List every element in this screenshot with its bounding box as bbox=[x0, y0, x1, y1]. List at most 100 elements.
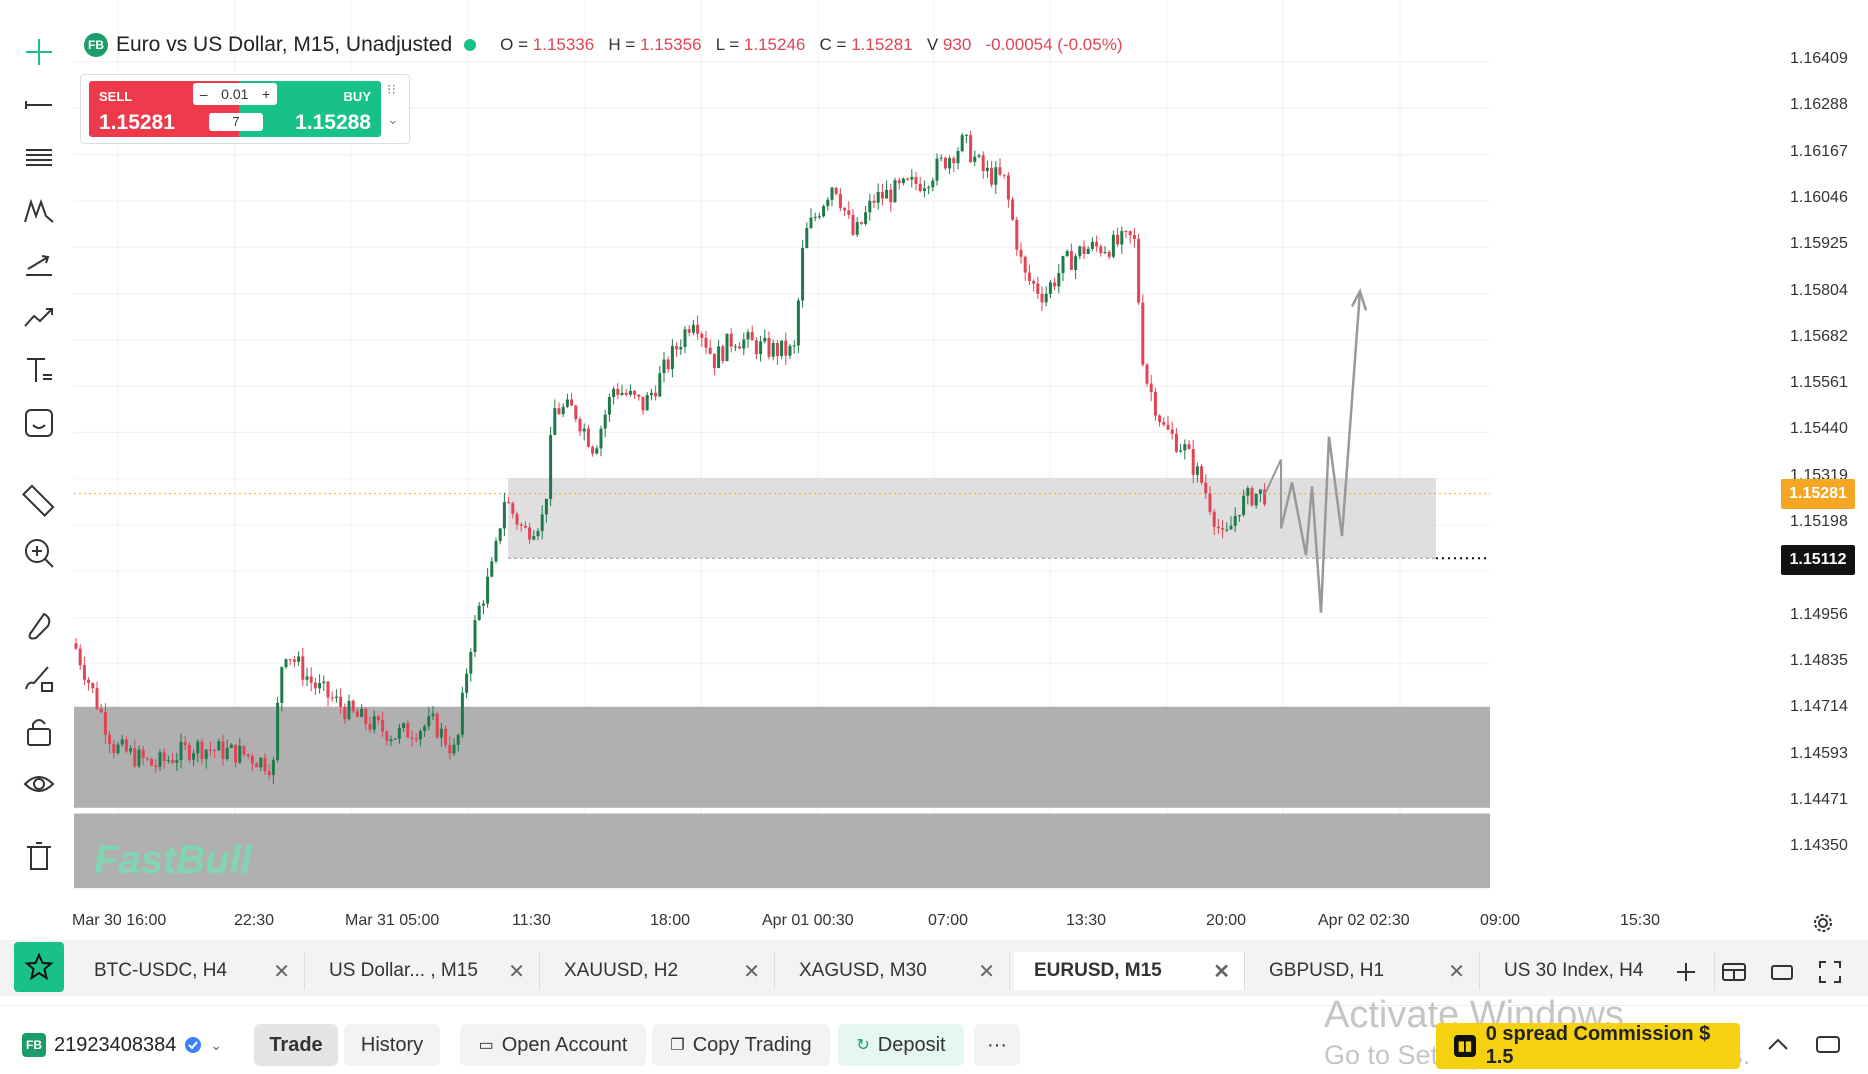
eye-icon[interactable] bbox=[16, 764, 62, 804]
more-button[interactable]: ··· bbox=[974, 1024, 1020, 1066]
candle-body bbox=[838, 193, 842, 208]
candle-body bbox=[494, 540, 498, 562]
price-axis-label: 1.14835 bbox=[1790, 651, 1848, 669]
symbol-tab[interactable]: US Dollar... , M15 ✕ bbox=[309, 952, 540, 990]
ruler-icon[interactable] bbox=[16, 480, 62, 520]
close-icon[interactable]: ✕ bbox=[273, 960, 290, 983]
candle-body bbox=[985, 167, 989, 172]
lot-decrease-button[interactable]: – bbox=[199, 86, 208, 102]
symbol-tab[interactable]: XAGUSD, M30 ✕ bbox=[779, 952, 1010, 990]
fib-lines-icon[interactable] bbox=[16, 138, 62, 178]
candle-body bbox=[1246, 488, 1250, 496]
supply-demand-zone bbox=[508, 477, 1436, 559]
tab-label: US 30 Index, H4 bbox=[1504, 960, 1644, 981]
chevron-up-icon[interactable] bbox=[1764, 1030, 1792, 1058]
open-account-label: Open Account bbox=[501, 1033, 628, 1056]
candle-body bbox=[1002, 174, 1006, 176]
chart-area[interactable] bbox=[74, 0, 1774, 935]
candle-body bbox=[1120, 231, 1124, 245]
candle-body bbox=[641, 396, 645, 411]
history-tab[interactable]: History bbox=[344, 1024, 440, 1066]
unlock-icon[interactable] bbox=[16, 711, 62, 751]
candle-body bbox=[893, 180, 897, 203]
window-mode-icon[interactable] bbox=[1768, 958, 1796, 986]
candle-body bbox=[700, 333, 704, 338]
candle-body bbox=[418, 731, 422, 740]
candle-body bbox=[960, 135, 964, 152]
candle-body bbox=[305, 676, 309, 680]
candle-body bbox=[208, 749, 212, 751]
symbol-tab[interactable]: US 30 Index, H4 bbox=[1484, 952, 1715, 990]
candle-body bbox=[885, 189, 889, 199]
text-tool-icon[interactable] bbox=[16, 350, 62, 390]
ohlc-readout: O = 1.15336 H = 1.15356 L = 1.15246 C = … bbox=[500, 35, 1123, 54]
deposit-button[interactable]: ↻ Deposit bbox=[838, 1024, 964, 1066]
add-tab-plus-icon[interactable] bbox=[1672, 958, 1700, 986]
projection-icon[interactable] bbox=[16, 244, 62, 284]
close-icon[interactable]: ✕ bbox=[1448, 960, 1465, 983]
candle-body bbox=[817, 216, 821, 218]
candle-body bbox=[1158, 415, 1162, 423]
favorites-star-button[interactable] bbox=[14, 942, 64, 992]
trade-tab[interactable]: Trade bbox=[254, 1024, 338, 1066]
candle-body bbox=[637, 394, 641, 397]
panel-toggle-icon[interactable] bbox=[1814, 1030, 1842, 1058]
layout-split-icon[interactable] bbox=[1720, 958, 1748, 986]
promo-banner[interactable]: ▮▮ 0 spread Commission $ 1.5 bbox=[1436, 1023, 1740, 1069]
candle-body bbox=[927, 187, 931, 189]
price-chart[interactable] bbox=[74, 0, 1774, 935]
close-icon[interactable]: ✕ bbox=[743, 960, 760, 983]
drag-handle-icon[interactable]: ⁝⁝ bbox=[387, 81, 396, 97]
symbol-tab[interactable]: GBPUSD, H1 ✕ bbox=[1249, 952, 1480, 990]
candle-body bbox=[1053, 282, 1057, 287]
candle-body bbox=[1254, 493, 1258, 506]
copy-trading-button[interactable]: ❐ Copy Trading bbox=[652, 1024, 830, 1066]
candle-body bbox=[528, 527, 532, 540]
chevron-down-icon[interactable]: ⌄ bbox=[387, 111, 399, 127]
account-selector[interactable]: FB 21923408384 ⌄ bbox=[22, 1024, 222, 1066]
trend-icon[interactable] bbox=[16, 297, 62, 337]
candle-body bbox=[582, 428, 586, 432]
live-status-icon bbox=[464, 39, 477, 51]
open-account-button[interactable]: ▭ Open Account bbox=[460, 1024, 646, 1066]
star-icon bbox=[24, 952, 54, 981]
candle-body bbox=[536, 531, 540, 537]
candle-body bbox=[1174, 433, 1178, 452]
candle-body bbox=[376, 716, 380, 721]
candle-body bbox=[284, 659, 288, 668]
fullscreen-icon[interactable] bbox=[1816, 958, 1844, 986]
pattern-icon[interactable] bbox=[16, 191, 62, 231]
chart-settings-gear-icon[interactable] bbox=[1812, 912, 1834, 939]
trash-icon[interactable] bbox=[16, 836, 62, 876]
candle-body bbox=[250, 756, 254, 764]
horizontal-line-icon[interactable] bbox=[16, 85, 62, 125]
symbol-tab[interactable]: EURUSD, M15 ✕ bbox=[1014, 952, 1245, 990]
candle-body bbox=[607, 396, 611, 415]
candle-body bbox=[796, 300, 800, 346]
brush-lock-icon[interactable] bbox=[16, 658, 62, 698]
symbol-tab[interactable]: BTC-USDC, H4 ✕ bbox=[74, 952, 305, 990]
close-icon[interactable]: ✕ bbox=[1213, 960, 1230, 983]
candle-body bbox=[876, 191, 880, 203]
candle-body bbox=[670, 345, 674, 370]
candle-body bbox=[574, 405, 578, 420]
candle-body bbox=[897, 180, 901, 184]
candle-body bbox=[431, 713, 435, 717]
symbol-tab[interactable]: XAUUSD, H2 ✕ bbox=[544, 952, 775, 990]
lot-value[interactable]: 0.01 bbox=[221, 86, 249, 102]
symbol-title[interactable]: Euro vs US Dollar, M15, Unadjusted bbox=[116, 33, 453, 56]
close-icon[interactable]: ✕ bbox=[508, 960, 525, 983]
candle-body bbox=[473, 620, 477, 652]
crosshair-icon[interactable] bbox=[16, 32, 62, 72]
magnet-icon[interactable] bbox=[16, 605, 62, 645]
zoom-in-icon[interactable] bbox=[16, 533, 62, 573]
emoji-icon[interactable] bbox=[16, 403, 62, 443]
candle-body bbox=[733, 346, 737, 348]
candle-body bbox=[1044, 293, 1048, 303]
close-icon[interactable]: ✕ bbox=[978, 960, 995, 983]
lot-increase-button[interactable]: + bbox=[261, 86, 271, 102]
candle-body bbox=[502, 502, 506, 529]
candle-body bbox=[540, 514, 544, 532]
candle-body bbox=[977, 155, 981, 157]
candle-body bbox=[137, 749, 141, 767]
